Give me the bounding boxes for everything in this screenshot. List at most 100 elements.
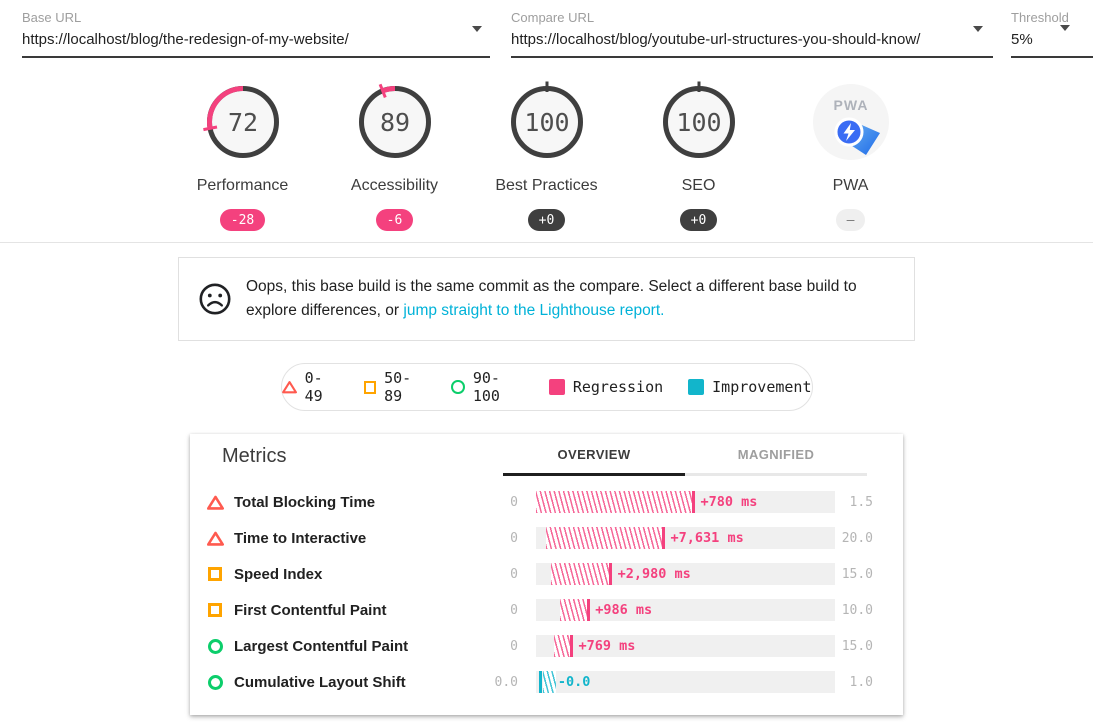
chevron-down-icon[interactable] xyxy=(1060,25,1070,31)
legend-item-regression: Regression xyxy=(548,378,663,396)
regression-arc xyxy=(206,86,243,129)
score-legend: 0-49 50-89 90-100 Regression Improvement xyxy=(280,363,813,411)
pwa-logo-text: PWA xyxy=(833,97,868,113)
axis-min-value: 0 xyxy=(510,530,518,546)
base-url-field[interactable]: Base URL https://localhost/blog/the-rede… xyxy=(22,10,490,58)
legend-label: 50-89 xyxy=(384,369,412,405)
best-practices-score-card: 100 Best Practices +0 xyxy=(471,80,623,231)
metric-name: Cumulative Layout Shift xyxy=(234,673,406,691)
metrics-title: Metrics xyxy=(222,445,287,467)
pwa-badge-icon: PWA xyxy=(812,84,889,160)
best-practices-label: Best Practices xyxy=(495,177,598,194)
legend-item-pass-range: 90-100 xyxy=(451,369,523,405)
compare-value-marker xyxy=(570,635,574,657)
compare-url-label: Compare URL xyxy=(511,10,595,25)
axis-max-value: 20.0 xyxy=(841,530,873,546)
best-practices-delta-badge: +0 xyxy=(527,209,566,231)
metrics-card: Metrics OVERVIEW MAGNIFIED Total Blockin… xyxy=(190,434,903,715)
legend-label: 90-100 xyxy=(472,369,500,405)
metric-row-first-contentful-paint[interactable]: First Contentful Paint 0 +986 ms 10.0 xyxy=(190,592,903,628)
compare-url-value[interactable]: https://localhost/blog/youtube-url-struc… xyxy=(511,31,921,48)
triangle-outline-icon xyxy=(206,495,224,510)
axis-min-value: 0 xyxy=(510,566,518,582)
delta-bar xyxy=(559,599,587,621)
pwa-label: PWA xyxy=(832,177,869,194)
delta-bar xyxy=(536,491,693,513)
chevron-down-icon[interactable] xyxy=(973,26,983,32)
metric-bar-track: +7,631 ms xyxy=(536,527,835,549)
delta-bar xyxy=(545,527,662,549)
delta-value-label: +7,631 ms xyxy=(670,530,744,546)
base-url-value[interactable]: https://localhost/blog/the-redesign-of-m… xyxy=(22,31,349,48)
compare-value-marker xyxy=(608,563,612,585)
improvement-swatch-icon xyxy=(688,379,705,395)
axis-min-value: 0 xyxy=(510,602,518,618)
performance-gauge: 72 xyxy=(202,86,279,158)
metric-rows: Total Blocking Time 0 +780 ms 1.5 Time t… xyxy=(190,476,903,700)
axis-min-value: 0 xyxy=(510,494,518,510)
gauge-tick xyxy=(378,83,387,98)
seo-gauge: 100 xyxy=(662,81,735,158)
base-url-label: Base URL xyxy=(22,10,82,25)
alert-message-text: Oops, this base build is the same commit… xyxy=(246,278,857,319)
regression-swatch-icon xyxy=(548,379,565,395)
tab-overview[interactable]: OVERVIEW xyxy=(503,447,685,476)
axis-max-value: 15.0 xyxy=(841,638,873,654)
best-practices-gauge: 100 xyxy=(510,81,583,158)
gauge-tick xyxy=(202,125,217,132)
compare-value-marker xyxy=(586,599,590,621)
metric-bar-track: +769 ms xyxy=(536,635,835,657)
threshold-label: Threshold xyxy=(1011,10,1069,25)
metrics-card-header: Metrics OVERVIEW MAGNIFIED xyxy=(190,434,903,476)
metrics-tabs: OVERVIEW MAGNIFIED xyxy=(503,447,867,476)
square-outline-icon xyxy=(206,603,224,617)
threshold-field[interactable]: Threshold 5% xyxy=(1011,10,1093,58)
axis-max-value: 15.0 xyxy=(841,566,873,582)
delta-value-label: -0.0 xyxy=(557,674,591,690)
sad-face-icon xyxy=(199,283,231,315)
circle-outline-icon xyxy=(451,380,465,394)
performance-delta-badge: -28 xyxy=(219,209,266,231)
compare-value-marker xyxy=(692,491,696,513)
delta-bar xyxy=(553,635,571,657)
pwa-delta-badge: – xyxy=(835,209,866,231)
circle-outline-icon xyxy=(206,674,224,690)
delta-value-label: +780 ms xyxy=(700,494,758,510)
accessibility-score: 89 xyxy=(379,108,409,137)
metric-row-total-blocking-time[interactable]: Total Blocking Time 0 +780 ms 1.5 xyxy=(190,484,903,520)
accessibility-delta-badge: -6 xyxy=(375,209,414,231)
metric-name: Time to Interactive xyxy=(234,529,367,547)
chevron-down-icon[interactable] xyxy=(472,26,482,32)
metric-row-largest-contentful-paint[interactable]: Largest Contentful Paint 0 +769 ms 15.0 xyxy=(190,628,903,664)
accessibility-gauge: 89 xyxy=(358,83,431,158)
seo-delta-badge: +0 xyxy=(679,209,718,231)
performance-score-card: 72 Performance -28 xyxy=(167,80,319,231)
metric-name: Speed Index xyxy=(234,565,323,583)
category-scores-row: 72 Performance -28 89 Accessibility -6 1… xyxy=(0,58,1093,243)
tab-magnified[interactable]: MAGNIFIED xyxy=(685,447,867,476)
lighthouse-report-link[interactable]: jump straight to the Lighthouse report. xyxy=(403,302,665,319)
metric-row-cumulative-layout-shift[interactable]: Cumulative Layout Shift 0.0 -0.0 1.0 xyxy=(190,664,903,700)
compare-value-marker xyxy=(661,527,665,549)
metric-name: Total Blocking Time xyxy=(234,493,376,511)
accessibility-score-card: 89 Accessibility -6 xyxy=(319,80,471,231)
square-outline-icon xyxy=(363,380,377,394)
metric-row-speed-index[interactable]: Speed Index 0 +2,980 ms 15.0 xyxy=(190,556,903,592)
metric-bar-track: +2,980 ms xyxy=(536,563,835,585)
delta-bar xyxy=(542,671,556,693)
axis-max-value: 1.5 xyxy=(849,494,873,510)
axis-max-value: 1.0 xyxy=(849,674,873,690)
legend-item-average-range: 50-89 xyxy=(363,369,427,405)
delta-bar xyxy=(550,563,609,585)
metric-row-time-to-interactive[interactable]: Time to Interactive 0 +7,631 ms 20.0 xyxy=(190,520,903,556)
threshold-value[interactable]: 5% xyxy=(1011,31,1033,48)
legend-item-improvement: Improvement xyxy=(688,378,812,396)
seo-score-card: 100 SEO +0 xyxy=(623,80,775,231)
same-commit-alert: Oops, this base build is the same commit… xyxy=(178,257,915,341)
compare-url-field[interactable]: Compare URL https://localhost/blog/youtu… xyxy=(511,10,993,58)
metric-bar-track: +780 ms xyxy=(536,491,835,513)
regression-arc xyxy=(381,86,395,94)
delta-value-label: +986 ms xyxy=(595,602,653,618)
triangle-outline-icon xyxy=(281,381,297,394)
legend-label: 0-49 xyxy=(304,369,323,405)
